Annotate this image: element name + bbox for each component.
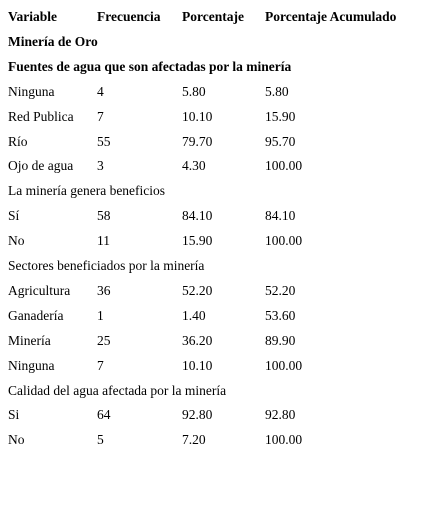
- table-cell: 5: [97, 432, 104, 448]
- table-cell: 84.10: [265, 208, 296, 224]
- table-cell: Red Publica: [8, 108, 74, 124]
- table-cell: 3: [97, 158, 104, 174]
- section-title: Sectores beneficiados por la minería: [8, 258, 205, 273]
- table-cell: 25: [97, 332, 111, 348]
- table-cell: 15.90: [182, 233, 213, 249]
- table-cell: 100.00: [265, 158, 303, 174]
- table-cell: 7: [97, 357, 104, 373]
- table-cell: 15.90: [265, 108, 296, 124]
- table-cell: 36.20: [182, 332, 213, 348]
- table-cell: 4.30: [182, 158, 206, 174]
- table-cell: 89.90: [265, 332, 296, 348]
- section-title: Calidad del agua afectada por la minería: [8, 382, 227, 398]
- table-cell: 52.20: [265, 282, 296, 298]
- table-cell: Sí: [8, 208, 20, 224]
- table-cell: Agricultura: [8, 282, 71, 298]
- table-cell: 53.60: [265, 307, 296, 323]
- table-cell: 5.80: [182, 83, 206, 99]
- table-cell: 4: [97, 83, 104, 99]
- table-cell: 92.80: [265, 407, 296, 423]
- table-cell: Ganadería: [8, 307, 64, 323]
- table-cell: Si: [8, 407, 20, 423]
- group-title: Minería de Oro: [8, 33, 98, 49]
- header-cell: Variable: [8, 9, 58, 24]
- table-cell: 7: [97, 108, 104, 124]
- table-cell: 10.10: [182, 357, 213, 373]
- table-cell: 100.00: [265, 233, 303, 249]
- header-cell: Frecuencia: [97, 9, 161, 24]
- header-cell: Porcentaje Acumulado: [265, 9, 397, 24]
- table-cell: 58: [97, 208, 111, 224]
- table-cell: 84.10: [182, 208, 213, 224]
- table-cell: Ninguna: [8, 357, 55, 373]
- table-cell: 55: [97, 133, 111, 149]
- table-cell: No: [8, 233, 25, 249]
- table-cell: Minería: [8, 332, 51, 348]
- table-cell: 36: [97, 282, 111, 298]
- table-cell: 100.00: [265, 357, 303, 373]
- table-cell: 1.40: [182, 307, 206, 323]
- header-cell: Porcentaje: [182, 9, 244, 24]
- table-cell: No: [8, 432, 25, 448]
- table-cell: Ninguna: [8, 83, 55, 99]
- table-cell: 92.80: [182, 407, 213, 423]
- table-cell: 64: [97, 407, 111, 423]
- section-title: Fuentes de agua que son afectadas por la…: [8, 58, 292, 74]
- table-cell: 100.00: [265, 432, 303, 448]
- table-cell: 79.70: [182, 133, 213, 149]
- section-title: La minería genera beneficios: [8, 183, 166, 199]
- table-cell: Ojo de agua: [8, 158, 74, 174]
- table-cell: 7.20: [182, 432, 206, 448]
- table-cell: 95.70: [265, 133, 296, 149]
- table-cell: Río: [8, 133, 28, 149]
- table-cell: 11: [97, 233, 110, 249]
- table-cell: 1: [97, 307, 104, 323]
- table-cell: 5.80: [265, 83, 289, 99]
- table-cell: 52.20: [182, 282, 213, 298]
- table-cell: 10.10: [182, 108, 213, 124]
